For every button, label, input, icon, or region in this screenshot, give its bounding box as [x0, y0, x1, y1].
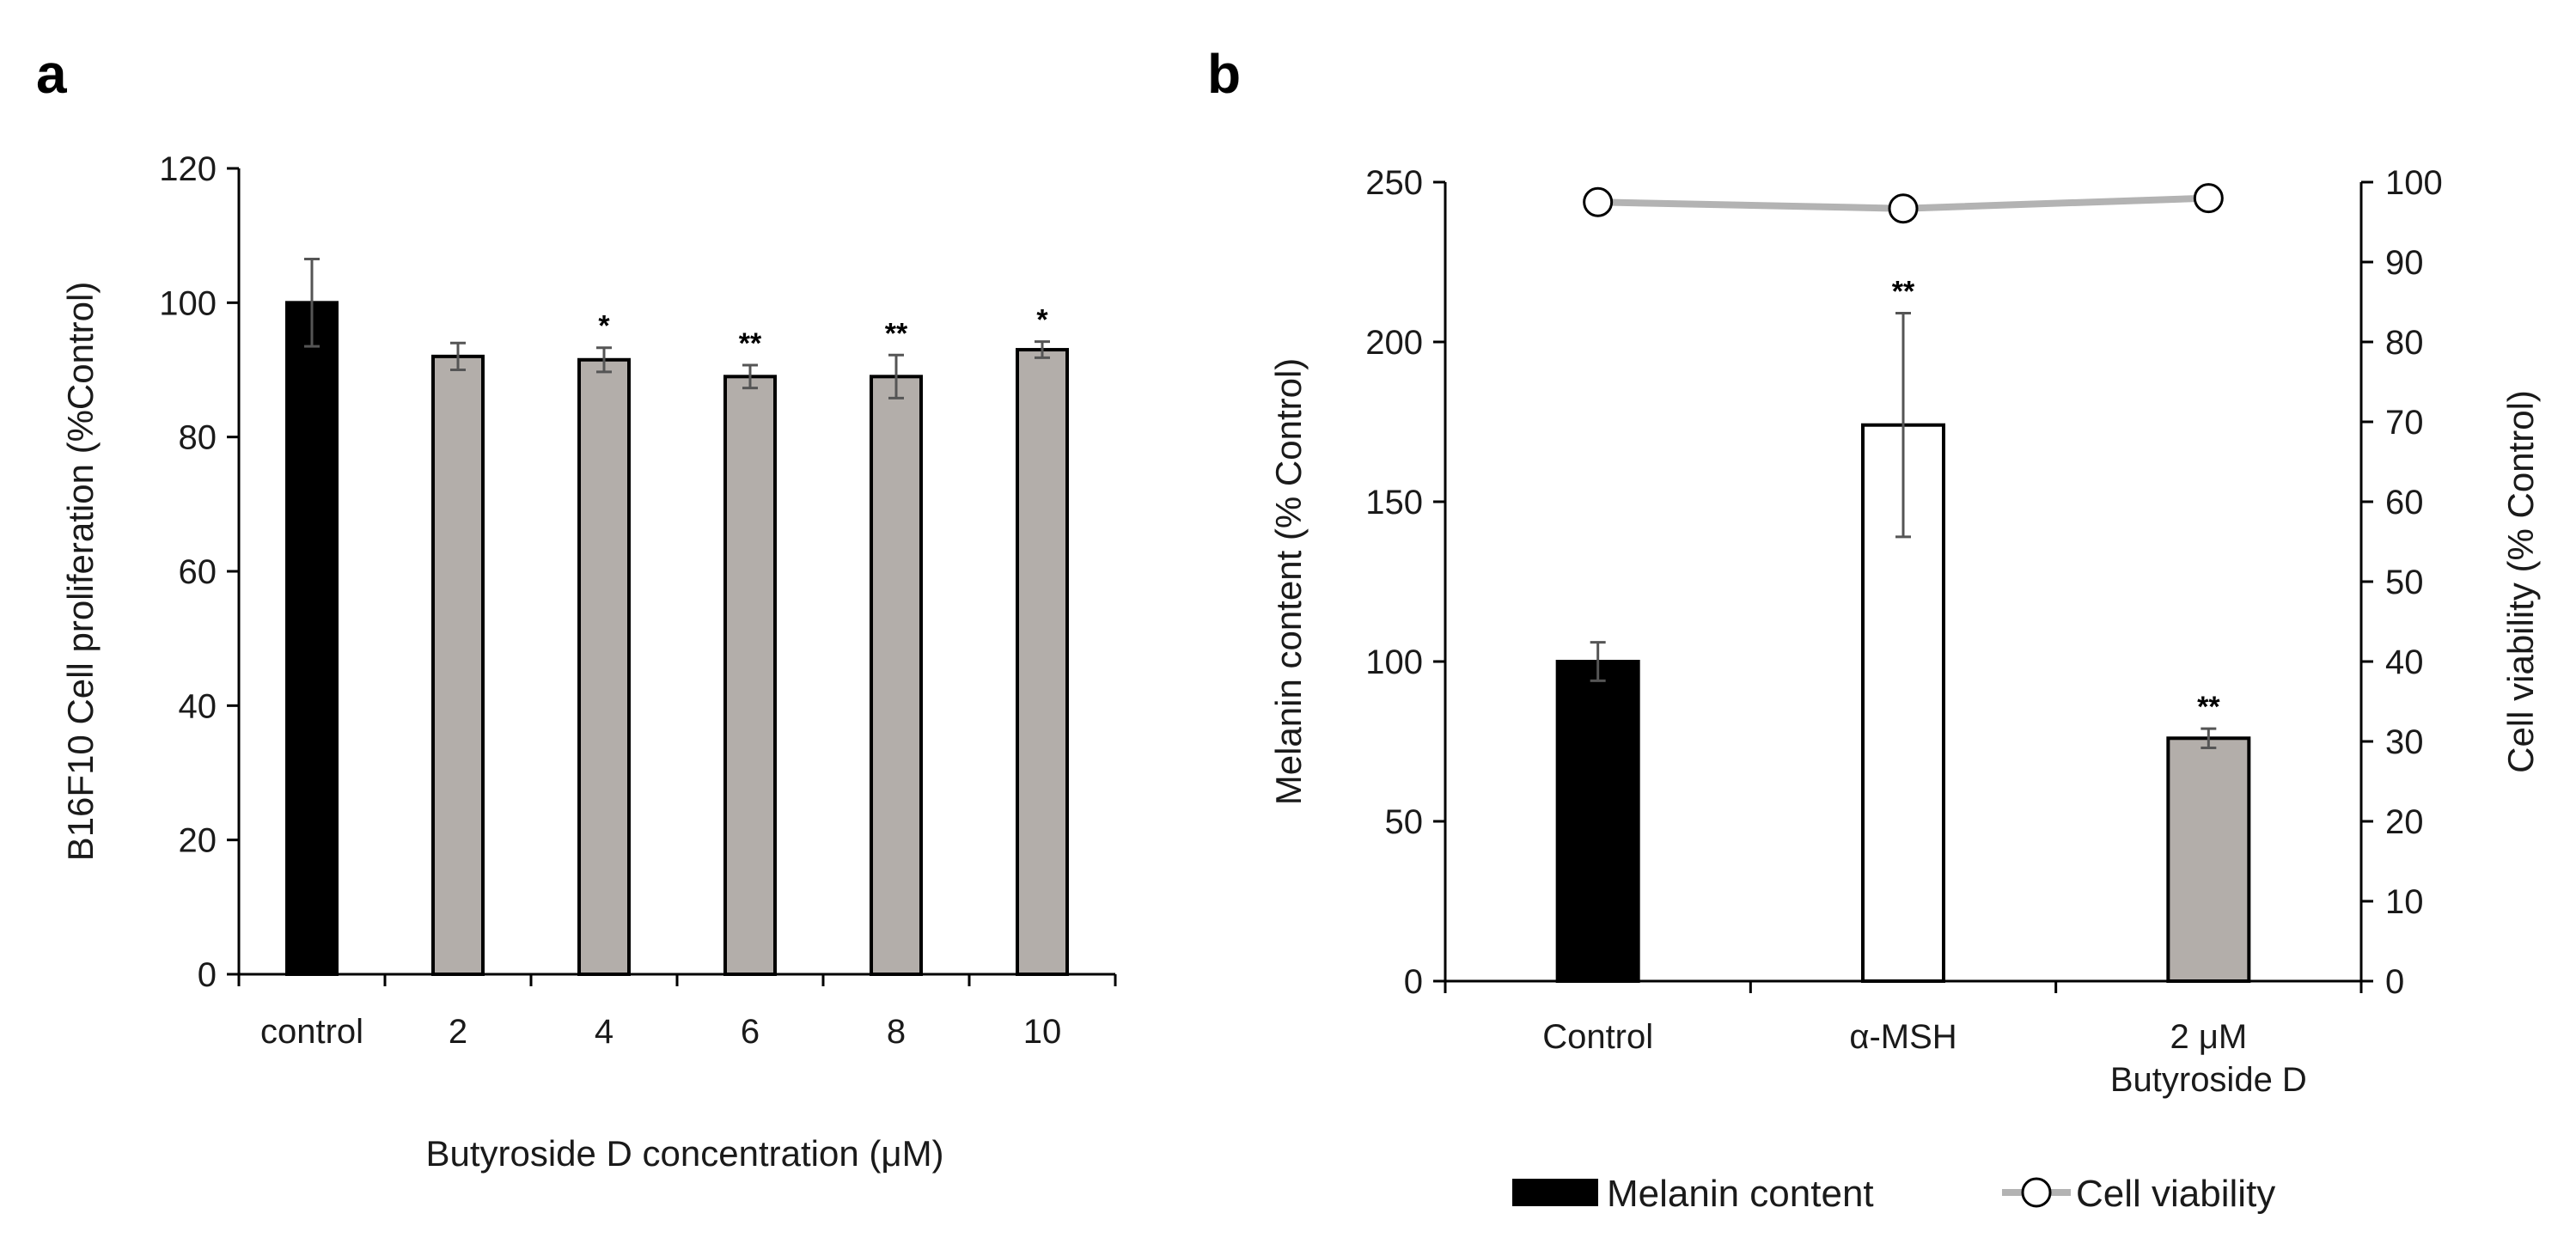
chart-b-legend: Melanin content Cell viability	[1512, 1173, 2275, 1215]
chart-a-error-bar	[888, 353, 904, 399]
legend-marker-cell-viability	[2021, 1177, 2052, 1208]
chart-a-significance-label: **	[885, 317, 908, 350]
chart-a-y-tick-label: 20	[179, 822, 217, 860]
panel-a-label: a	[36, 43, 67, 105]
chart-b-right-y-ticks: 0 10 20 30 40 50 60 70 80 90 100	[2361, 164, 2443, 1001]
chart-b-right-y-tick-label: 70	[2385, 404, 2424, 442]
chart-b-significance-label: **	[1892, 276, 1915, 308]
chart-b-right-y-tick-label: 30	[2385, 723, 2424, 761]
chart-b-viability-point	[2193, 183, 2224, 214]
chart-b-left-y-tick-label: 150	[1365, 484, 1423, 521]
chart-a-y-ticks: 0 20 40 60 80 100 120	[159, 150, 239, 994]
chart-a-significance-label: *	[598, 310, 610, 343]
chart-b-right-y-tick-label: 60	[2385, 484, 2424, 521]
chart-b-melanin-bar	[1555, 660, 1640, 983]
chart-b-viability-series	[1583, 183, 2224, 224]
chart-a-bar	[723, 375, 777, 977]
chart-a-y-tick-label: 60	[179, 553, 217, 591]
chart-a-bar	[870, 375, 923, 977]
chart-b-left-y-axis-title: Melanin content (% Control)	[1268, 358, 1309, 806]
chart-a-x-tick-label: 10	[1023, 1013, 1062, 1051]
chart-b-left-y-tick-label: 250	[1365, 164, 1423, 202]
panel-b-label: b	[1207, 43, 1241, 105]
chart-a-bar	[285, 301, 339, 977]
chart-a-x-tick-label: 6	[741, 1013, 760, 1051]
chart-b-x-tick-label: α-MSH	[1849, 1018, 1956, 1056]
chart-a-x-axis-title: Butyroside D concentration (μM)	[425, 1133, 943, 1174]
chart-b-left-y-ticks: 0 50 100 150 200 250	[1365, 164, 1445, 1001]
chart-a-bar	[1016, 348, 1069, 976]
chart-b-melanin-bar	[2166, 736, 2251, 984]
chart-b-right-y-tick-label: 20	[2385, 803, 2424, 841]
chart-b-error-bar	[1590, 641, 1606, 682]
chart-b-x-ticks: Control α-MSH 2 μM Butyroside D	[1444, 981, 2363, 1099]
chart-b-left-y-tick-label: 0	[1404, 963, 1423, 1001]
chart-a-y-tick-label: 120	[159, 150, 217, 188]
chart-a-y-tick-label: 100	[159, 284, 217, 322]
chart-a-y-axis-title: B16F10 Cell proliferation (%Control)	[60, 282, 101, 862]
chart-b-x-tick-label: 2 μM Butyroside D	[2110, 1018, 2307, 1099]
chart-a-error-bar	[450, 341, 466, 371]
chart-b-viability-point	[1583, 186, 1614, 217]
chart-a-significance-label: *	[1036, 304, 1048, 337]
chart-b-left-y-tick-label: 50	[1385, 803, 1424, 841]
chart-b-significance-label: **	[2197, 691, 2220, 723]
chart-b-bars: ** **	[1555, 276, 2251, 984]
chart-a-x-ticks: control 2 4 6 8 10	[237, 974, 1117, 1051]
legend-label-melanin-content: Melanin content	[1607, 1173, 1874, 1215]
chart-b-right-y-tick-label: 80	[2385, 324, 2424, 362]
chart-a-y-tick-label: 0	[198, 956, 217, 994]
chart-a-y-tick-label: 80	[179, 419, 217, 457]
chart-b-left-y-tick-label: 100	[1365, 643, 1423, 681]
chart-a-bar	[431, 354, 485, 977]
chart-a-significance-label: **	[739, 327, 762, 360]
chart-a-y-tick-label: 40	[179, 687, 217, 725]
chart-b-x-tick-label: Control	[1542, 1018, 1653, 1056]
chart-b-right-y-tick-label: 40	[2385, 643, 2424, 681]
chart-b-error-bar	[2201, 727, 2217, 749]
chart-a-x-tick-label: 4	[595, 1013, 613, 1051]
chart-b-right-y-tick-label: 100	[2385, 164, 2443, 202]
legend-swatch-melanin-content	[1512, 1179, 1598, 1206]
chart-a-error-bar	[596, 346, 612, 374]
chart-b: 0 50 100 150 200 250 0 10 20 30 40 50 60 70 80 90 100 *…	[1268, 164, 2541, 1215]
chart-b-viability-point	[1888, 193, 1919, 224]
chart-a-error-bar	[742, 363, 758, 390]
chart-a-bars: *** ** *	[285, 258, 1069, 977]
chart-a-x-tick-label: 8	[887, 1013, 906, 1051]
chart-b-right-y-tick-label: 0	[2385, 963, 2404, 1001]
legend-label-cell-viability: Cell viability	[2076, 1173, 2275, 1215]
chart-b-right-y-tick-label: 50	[2385, 564, 2424, 601]
chart-b-right-y-axis-title: Cell viability (% Control)	[2500, 390, 2541, 773]
chart-b-right-y-tick-label: 90	[2385, 244, 2424, 282]
chart-a-x-tick-label: 2	[449, 1013, 467, 1051]
chart-a-x-tick-label: control	[260, 1013, 363, 1051]
chart-a-bar	[577, 357, 631, 976]
chart-a-error-bar	[1035, 340, 1050, 359]
chart-b-melanin-bar	[1861, 423, 1945, 984]
chart-a-error-bar	[304, 258, 320, 348]
chart-b-error-bar	[1895, 312, 1911, 539]
chart-b-left-y-tick-label: 200	[1365, 324, 1423, 362]
chart-b-right-y-tick-label: 10	[2385, 883, 2424, 921]
